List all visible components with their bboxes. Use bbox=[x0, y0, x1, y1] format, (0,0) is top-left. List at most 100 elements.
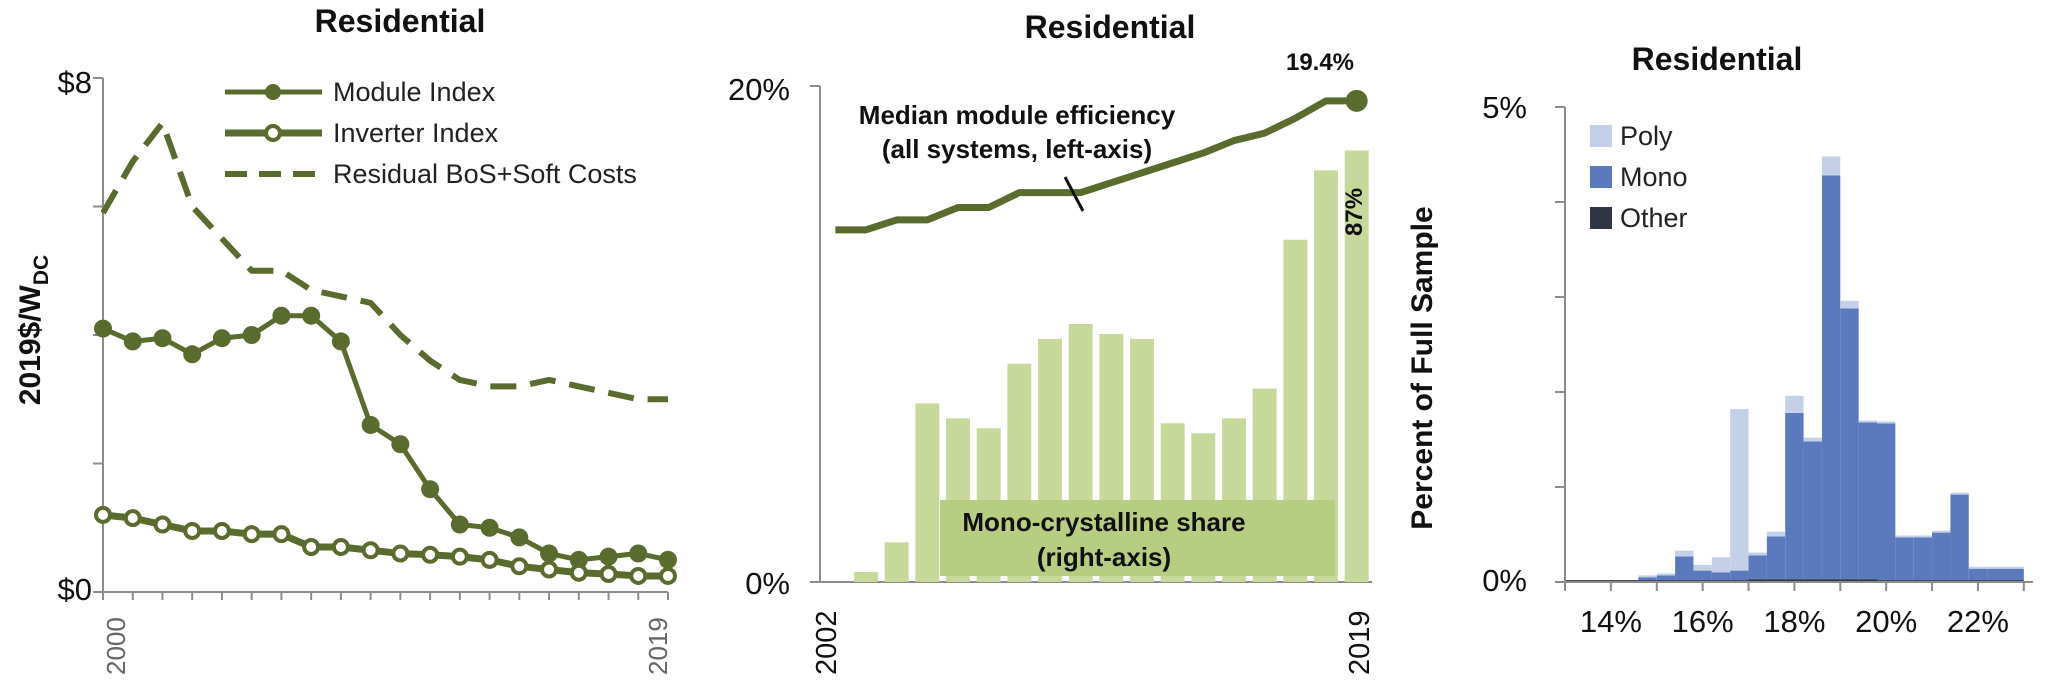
hist-mono-bin-14 bbox=[1821, 175, 1841, 580]
point-inverter-index-2010 bbox=[391, 544, 410, 563]
panel3-ytick-bottom: 0% bbox=[1482, 563, 1527, 598]
legend-other-swatch bbox=[1590, 207, 1612, 229]
panel2-title: Residential bbox=[1025, 9, 1196, 45]
point-module-index-2018 bbox=[629, 544, 648, 563]
legend-other-label: Other bbox=[1620, 203, 1688, 233]
panel-cost-indices: Residential $8 $0 2019$/WDC 2000 2019 Mo… bbox=[14, 3, 677, 675]
svg-text:2002: 2002 bbox=[811, 610, 843, 675]
hist-poly-bin-10 bbox=[1748, 552, 1767, 556]
legend-inverter-label: Inverter Index bbox=[333, 118, 499, 148]
hist-mono-bin-13 bbox=[1803, 441, 1822, 580]
hist-mono-bin-23 bbox=[1987, 568, 2006, 581]
point-inverter-index-2005 bbox=[242, 525, 261, 544]
panel3-xtick-label: 20% bbox=[1855, 604, 1917, 639]
point-inverter-index-2002 bbox=[153, 515, 172, 534]
hist-mono-bin-7 bbox=[1693, 570, 1712, 581]
hist-poly-bin-21 bbox=[1950, 492, 1969, 495]
panel3-title: Residential bbox=[1632, 41, 1803, 77]
hist-poly-bin-15 bbox=[1840, 300, 1859, 309]
hist-mono-bin-6 bbox=[1675, 556, 1694, 581]
panel2-xtick-last: 2019 bbox=[1344, 610, 1376, 675]
point-inverter-index-2008 bbox=[331, 538, 350, 557]
hist-poly-bin-4 bbox=[1638, 575, 1657, 578]
panel3-ytick-top: 5% bbox=[1482, 90, 1527, 125]
mono-share-bar-2003 bbox=[854, 572, 878, 582]
panel3-xtick-label: 16% bbox=[1672, 604, 1734, 639]
point-module-index-2011 bbox=[421, 480, 440, 499]
panel1-xtick-first: 2000 bbox=[101, 617, 131, 675]
mono-share-bar-2005 bbox=[915, 403, 940, 582]
point-module-index-2010 bbox=[391, 435, 410, 454]
point-module-index-2006 bbox=[272, 306, 291, 325]
panel1-ylabel-sub: DC bbox=[30, 255, 53, 285]
mono-callout-line1: Mono-crystalline share bbox=[962, 507, 1245, 537]
point-module-index-2019 bbox=[659, 550, 677, 569]
hist-poly-bin-17 bbox=[1877, 421, 1896, 424]
legend-mono-swatch bbox=[1590, 166, 1612, 188]
hist-mono-bin-24 bbox=[2005, 568, 2024, 581]
hist-poly-bin-14 bbox=[1821, 156, 1841, 176]
panel2-ytick-top: 20% bbox=[728, 72, 790, 107]
point-module-index-2009 bbox=[361, 415, 380, 434]
panel-efficiency: Residential 20% 0% Median module efficie… bbox=[728, 9, 1376, 675]
hist-poly-bin-7 bbox=[1693, 564, 1712, 571]
hist-mono-bin-18 bbox=[1895, 537, 1914, 581]
legend-bos-label: Residual BoS+Soft Costs bbox=[333, 159, 637, 189]
point-module-index-2016 bbox=[569, 550, 588, 569]
hist-poly-bin-5 bbox=[1656, 573, 1676, 576]
legend-mono-label: Mono bbox=[1620, 162, 1688, 192]
point-inverter-index-2018 bbox=[629, 566, 648, 585]
hist-mono-bin-8 bbox=[1711, 572, 1731, 581]
hist-other-bin-10 bbox=[1748, 579, 1767, 582]
mono-callout-box bbox=[940, 500, 1335, 576]
point-module-index-2008 bbox=[331, 332, 350, 351]
point-module-index-2005 bbox=[242, 326, 261, 344]
hist-poly-bin-13 bbox=[1803, 437, 1822, 442]
hist-mono-bin-12 bbox=[1785, 412, 1804, 580]
point-module-index-2003 bbox=[183, 345, 202, 364]
efficiency-callout-line1: Median module efficiency bbox=[859, 100, 1176, 130]
hist-poly-bin-9 bbox=[1730, 409, 1749, 571]
efficiency-callout-line2: (all systems, left-axis) bbox=[882, 134, 1152, 164]
hist-mono-bin-20 bbox=[1932, 532, 1951, 581]
point-inverter-index-2003 bbox=[183, 521, 202, 540]
hist-mono-bin-10 bbox=[1748, 555, 1767, 580]
hist-poly-bin-11 bbox=[1766, 531, 1786, 537]
point-module-index-2007 bbox=[302, 306, 321, 325]
hist-mono-bin-11 bbox=[1766, 536, 1786, 580]
panel3-ylabel: Percent of Full Sample bbox=[1406, 206, 1439, 529]
svg-text:87%: 87% bbox=[1341, 188, 1368, 236]
hist-other-bin-12 bbox=[1785, 579, 1804, 582]
end-share-label: 87% bbox=[1341, 188, 1368, 236]
panel1-title: Residential bbox=[315, 3, 486, 39]
point-inverter-index-2012 bbox=[450, 547, 469, 566]
point-inverter-index-2015 bbox=[540, 560, 559, 579]
hist-other-bin-13 bbox=[1803, 579, 1822, 582]
mono-callout-line2: (right-axis) bbox=[1037, 542, 1171, 572]
hist-mono-bin-4 bbox=[1638, 577, 1657, 581]
point-inverter-index-2017 bbox=[599, 565, 618, 584]
point-inverter-index-2016 bbox=[569, 563, 588, 582]
mono-share-bar-2004 bbox=[884, 542, 909, 582]
legend-poly-label: Poly bbox=[1620, 121, 1673, 151]
efficiency-line bbox=[835, 97, 1357, 234]
point-inverter-index-2006 bbox=[272, 525, 291, 544]
panel1-ytick-bottom: $0 bbox=[58, 572, 92, 607]
point-module-index-2001 bbox=[123, 332, 142, 351]
hist-other-bin-16 bbox=[1858, 579, 1877, 582]
mono-share-bar-2019 bbox=[1344, 150, 1369, 583]
legend-module-label: Module Index bbox=[333, 77, 496, 107]
hist-mono-bin-15 bbox=[1840, 308, 1859, 580]
svg-text:2019: 2019 bbox=[643, 617, 673, 675]
panel3-xtick-label: 22% bbox=[1947, 604, 2009, 639]
legend-poly-swatch bbox=[1590, 125, 1612, 147]
point-module-index-2014 bbox=[510, 528, 529, 547]
point-inverter-index-2009 bbox=[361, 541, 380, 560]
panel2-xtick-first: 2002 bbox=[811, 610, 843, 675]
efficiency-callout-leader bbox=[1063, 176, 1085, 212]
point-inverter-index-2007 bbox=[302, 538, 321, 557]
hist-mono-bin-22 bbox=[1968, 568, 1988, 581]
panel3-xtick-label: 14% bbox=[1580, 604, 1642, 639]
hist-poly-bin-23 bbox=[1987, 566, 2006, 569]
